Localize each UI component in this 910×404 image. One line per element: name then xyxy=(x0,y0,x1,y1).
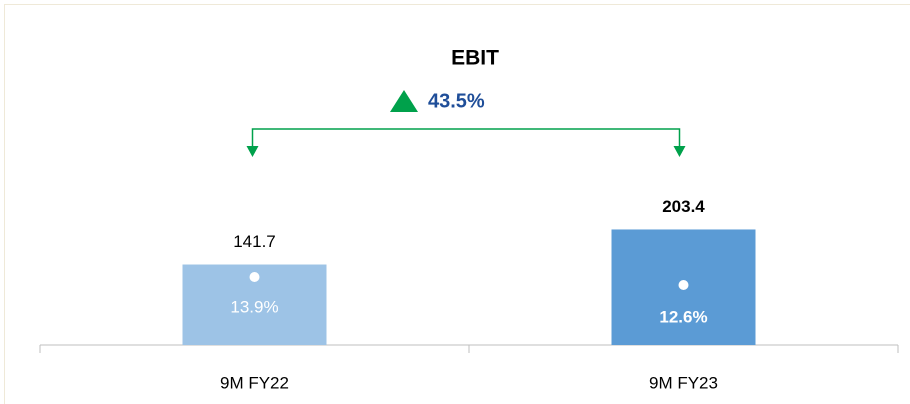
up-triangle xyxy=(390,90,418,112)
margin-label: 13.9% xyxy=(230,297,278,316)
frame xyxy=(4,4,910,404)
arrow-head xyxy=(673,146,686,157)
x-tick-label: 9M FY23 xyxy=(649,373,718,392)
marker-dot xyxy=(249,272,260,282)
x-tick-label: 9M FY22 xyxy=(220,373,289,392)
margin-label: 12.6% xyxy=(659,307,707,326)
growth-annotation: 43.5% xyxy=(428,90,485,112)
value-label: 203.4 xyxy=(662,197,705,216)
arrow-head xyxy=(246,146,259,157)
growth-bracket xyxy=(251,128,681,150)
value-label: 141.7 xyxy=(233,232,276,251)
chart-title: EBIT xyxy=(451,47,499,70)
marker-dot xyxy=(678,280,689,290)
